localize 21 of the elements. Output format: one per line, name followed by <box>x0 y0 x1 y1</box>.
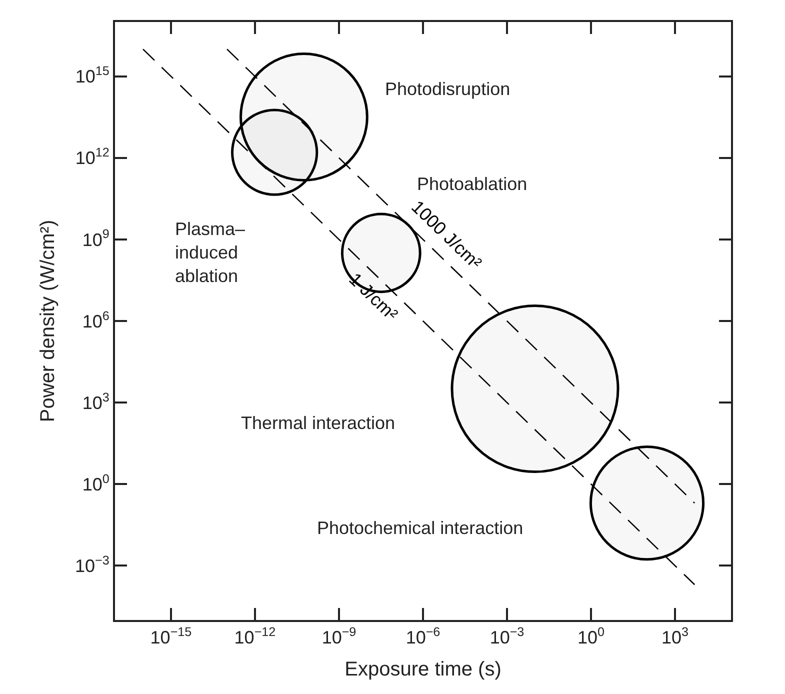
x-tick-label: 10$^{−15}$ <box>150 625 192 648</box>
y-tick-label: 10$^{15}$ <box>75 64 110 87</box>
annotation: Photodisruption <box>385 79 510 99</box>
y-tick-label: 10$^{6}$ <box>82 308 110 332</box>
annotation: Photochemical interaction <box>317 518 524 538</box>
x-tick-label: 10$^{3}$ <box>661 625 689 648</box>
x-tick-label: 10$^{−12}$ <box>234 625 276 648</box>
x-tick-label: 10$^{0}$ <box>577 625 605 648</box>
y-axis-title: Power density (W/cm²) <box>37 220 60 422</box>
y-tick-label: 10$^{9}$ <box>82 227 110 250</box>
y-tick-label: 10$^{12}$ <box>75 146 110 168</box>
annotation: Plasma– induced ablation <box>175 219 246 286</box>
annotation: Photoablation <box>417 174 528 194</box>
annotation: Thermal interaction <box>241 413 396 433</box>
y-tick-label: 10$^{0}$ <box>82 472 110 494</box>
y-tick-label: 10$^{−3}$ <box>75 553 110 576</box>
x-tick-label: 10$^{−9}$ <box>322 625 356 648</box>
x-axis-title: Exposure time (s) <box>344 658 502 681</box>
x-tick-label: 10$^{−6}$ <box>406 625 440 648</box>
y-tick-label: 10$^{3}$ <box>82 390 110 413</box>
x-tick-label: 10$^{−3}$ <box>490 625 524 648</box>
